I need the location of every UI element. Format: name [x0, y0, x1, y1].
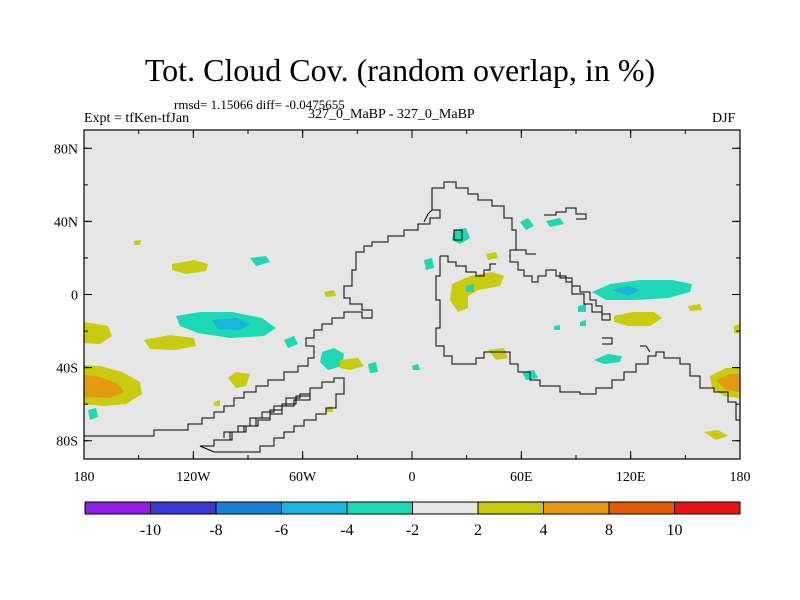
coastline-continent [602, 337, 613, 345]
stats-label: rmsd= 1.15066 diff= -0.0475655 [174, 97, 345, 112]
anomaly-patch-cyan [592, 280, 692, 300]
colorbar-label: 2 [474, 522, 482, 539]
anomaly-patch-yellow [688, 304, 702, 311]
anomaly-patch-yellow [614, 312, 662, 326]
colorbar-swatch [412, 501, 479, 515]
colorbar-swatch [84, 501, 151, 515]
x-tick-label: 60W [289, 470, 317, 485]
colorbar-swatch [477, 501, 544, 515]
x-tick-label: 180 [730, 470, 751, 485]
colorbar-swatch [608, 501, 675, 515]
x-tick-label: 120E [616, 470, 646, 485]
anomaly-patch-yellow [84, 322, 112, 344]
period-label: 327_0_MaBP - 327_0_MaBP [308, 107, 475, 122]
colorbar-label: -10 [140, 522, 161, 539]
colorbar-label: 10 [667, 522, 683, 539]
colorbar-label: -6 [275, 522, 288, 539]
anomaly-patch-cyan [368, 362, 378, 373]
colorbar-label: -4 [340, 522, 353, 539]
colorbar-label: -8 [209, 522, 222, 539]
anomaly-patch-cyan [424, 258, 434, 270]
y-tick-label: 40S [56, 362, 78, 377]
anomaly-patch-yellow [704, 430, 728, 440]
colorbar-swatch [346, 501, 413, 515]
anomaly-patch-yellow [172, 260, 208, 274]
colorbar: -10 -8 -6 -4 -2 2 4 8 10 [84, 501, 741, 539]
anomaly-patch-yellow [134, 240, 141, 245]
coastline-continent [435, 256, 741, 434]
anomaly-patch-yellow [488, 348, 508, 360]
colorbar-swatch [281, 501, 348, 515]
experiment-label: Expt = tfKen-tfJan [84, 111, 190, 126]
anomaly-patch-yellow [486, 252, 498, 260]
y-tick-label: 80N [54, 142, 78, 157]
anomaly-patch-cyan [554, 325, 560, 330]
colorbar-swatch [215, 501, 282, 515]
anomaly-patch-cyan [546, 218, 564, 227]
y-tick-label: 0 [71, 289, 78, 304]
anomaly-patch-yellow [144, 335, 196, 350]
y-tick-label: 40N [54, 215, 78, 230]
anomaly-patch-yellow [450, 272, 504, 312]
x-tick-label: 180 [74, 470, 95, 485]
coastline-continent [84, 181, 611, 437]
anomaly-patch-blue [612, 286, 640, 296]
x-axis: 180 120W 60W 0 60E 120E 180 [74, 130, 751, 485]
anomaly-patch-cyan [466, 284, 474, 292]
anomaly-patch-cyan [594, 354, 622, 364]
colorbar-swatch [674, 501, 741, 515]
anomaly-patch-orange [716, 374, 740, 392]
coastline-continent [423, 209, 433, 223]
coastline-continent [544, 207, 587, 220]
colorbar-swatch [150, 501, 217, 515]
anomaly-patch-blue [212, 318, 250, 330]
coastline-continent [640, 345, 651, 353]
map-title: Tot. Cloud Cov. (random overlap, in %) [144, 52, 656, 88]
anomaly-patch-cyan [520, 218, 534, 230]
coastline-continent [216, 393, 311, 441]
coastline-continent [516, 249, 536, 255]
continent-outlines [84, 181, 741, 453]
anomaly-patch-yellow [340, 358, 364, 370]
x-tick-label: 60E [510, 470, 533, 485]
y-tick-label: 80S [56, 435, 78, 450]
anomaly-patch-yellow [214, 400, 220, 406]
anomaly-patch-yellow [228, 372, 250, 388]
anomaly-patch-cyan [580, 320, 586, 326]
coastline-continent [440, 255, 496, 277]
y-axis: 80N 40N 0 40S 80S [54, 142, 740, 450]
colorbar-swatch [543, 501, 610, 515]
coastline-continent [453, 229, 463, 241]
anomaly-patch-orange [84, 375, 124, 398]
anomaly-patch-cyan [284, 336, 298, 348]
anomaly-patch-cyan [412, 364, 420, 370]
anomaly-patch-cyan [88, 408, 98, 420]
colorbar-label: -2 [406, 522, 419, 539]
season-label: DJF [712, 111, 736, 126]
anomaly-patch-cyan [320, 348, 344, 370]
anomaly-patches [84, 218, 740, 440]
anomaly-patch-cyan [250, 256, 270, 266]
colorbar-label: 4 [540, 522, 548, 539]
x-tick-label: 0 [409, 470, 416, 485]
anomaly-patch-cyan [578, 304, 586, 312]
colorbar-label: 8 [605, 522, 613, 539]
anomaly-patch-yellow [324, 290, 336, 297]
x-tick-label: 120W [176, 470, 211, 485]
